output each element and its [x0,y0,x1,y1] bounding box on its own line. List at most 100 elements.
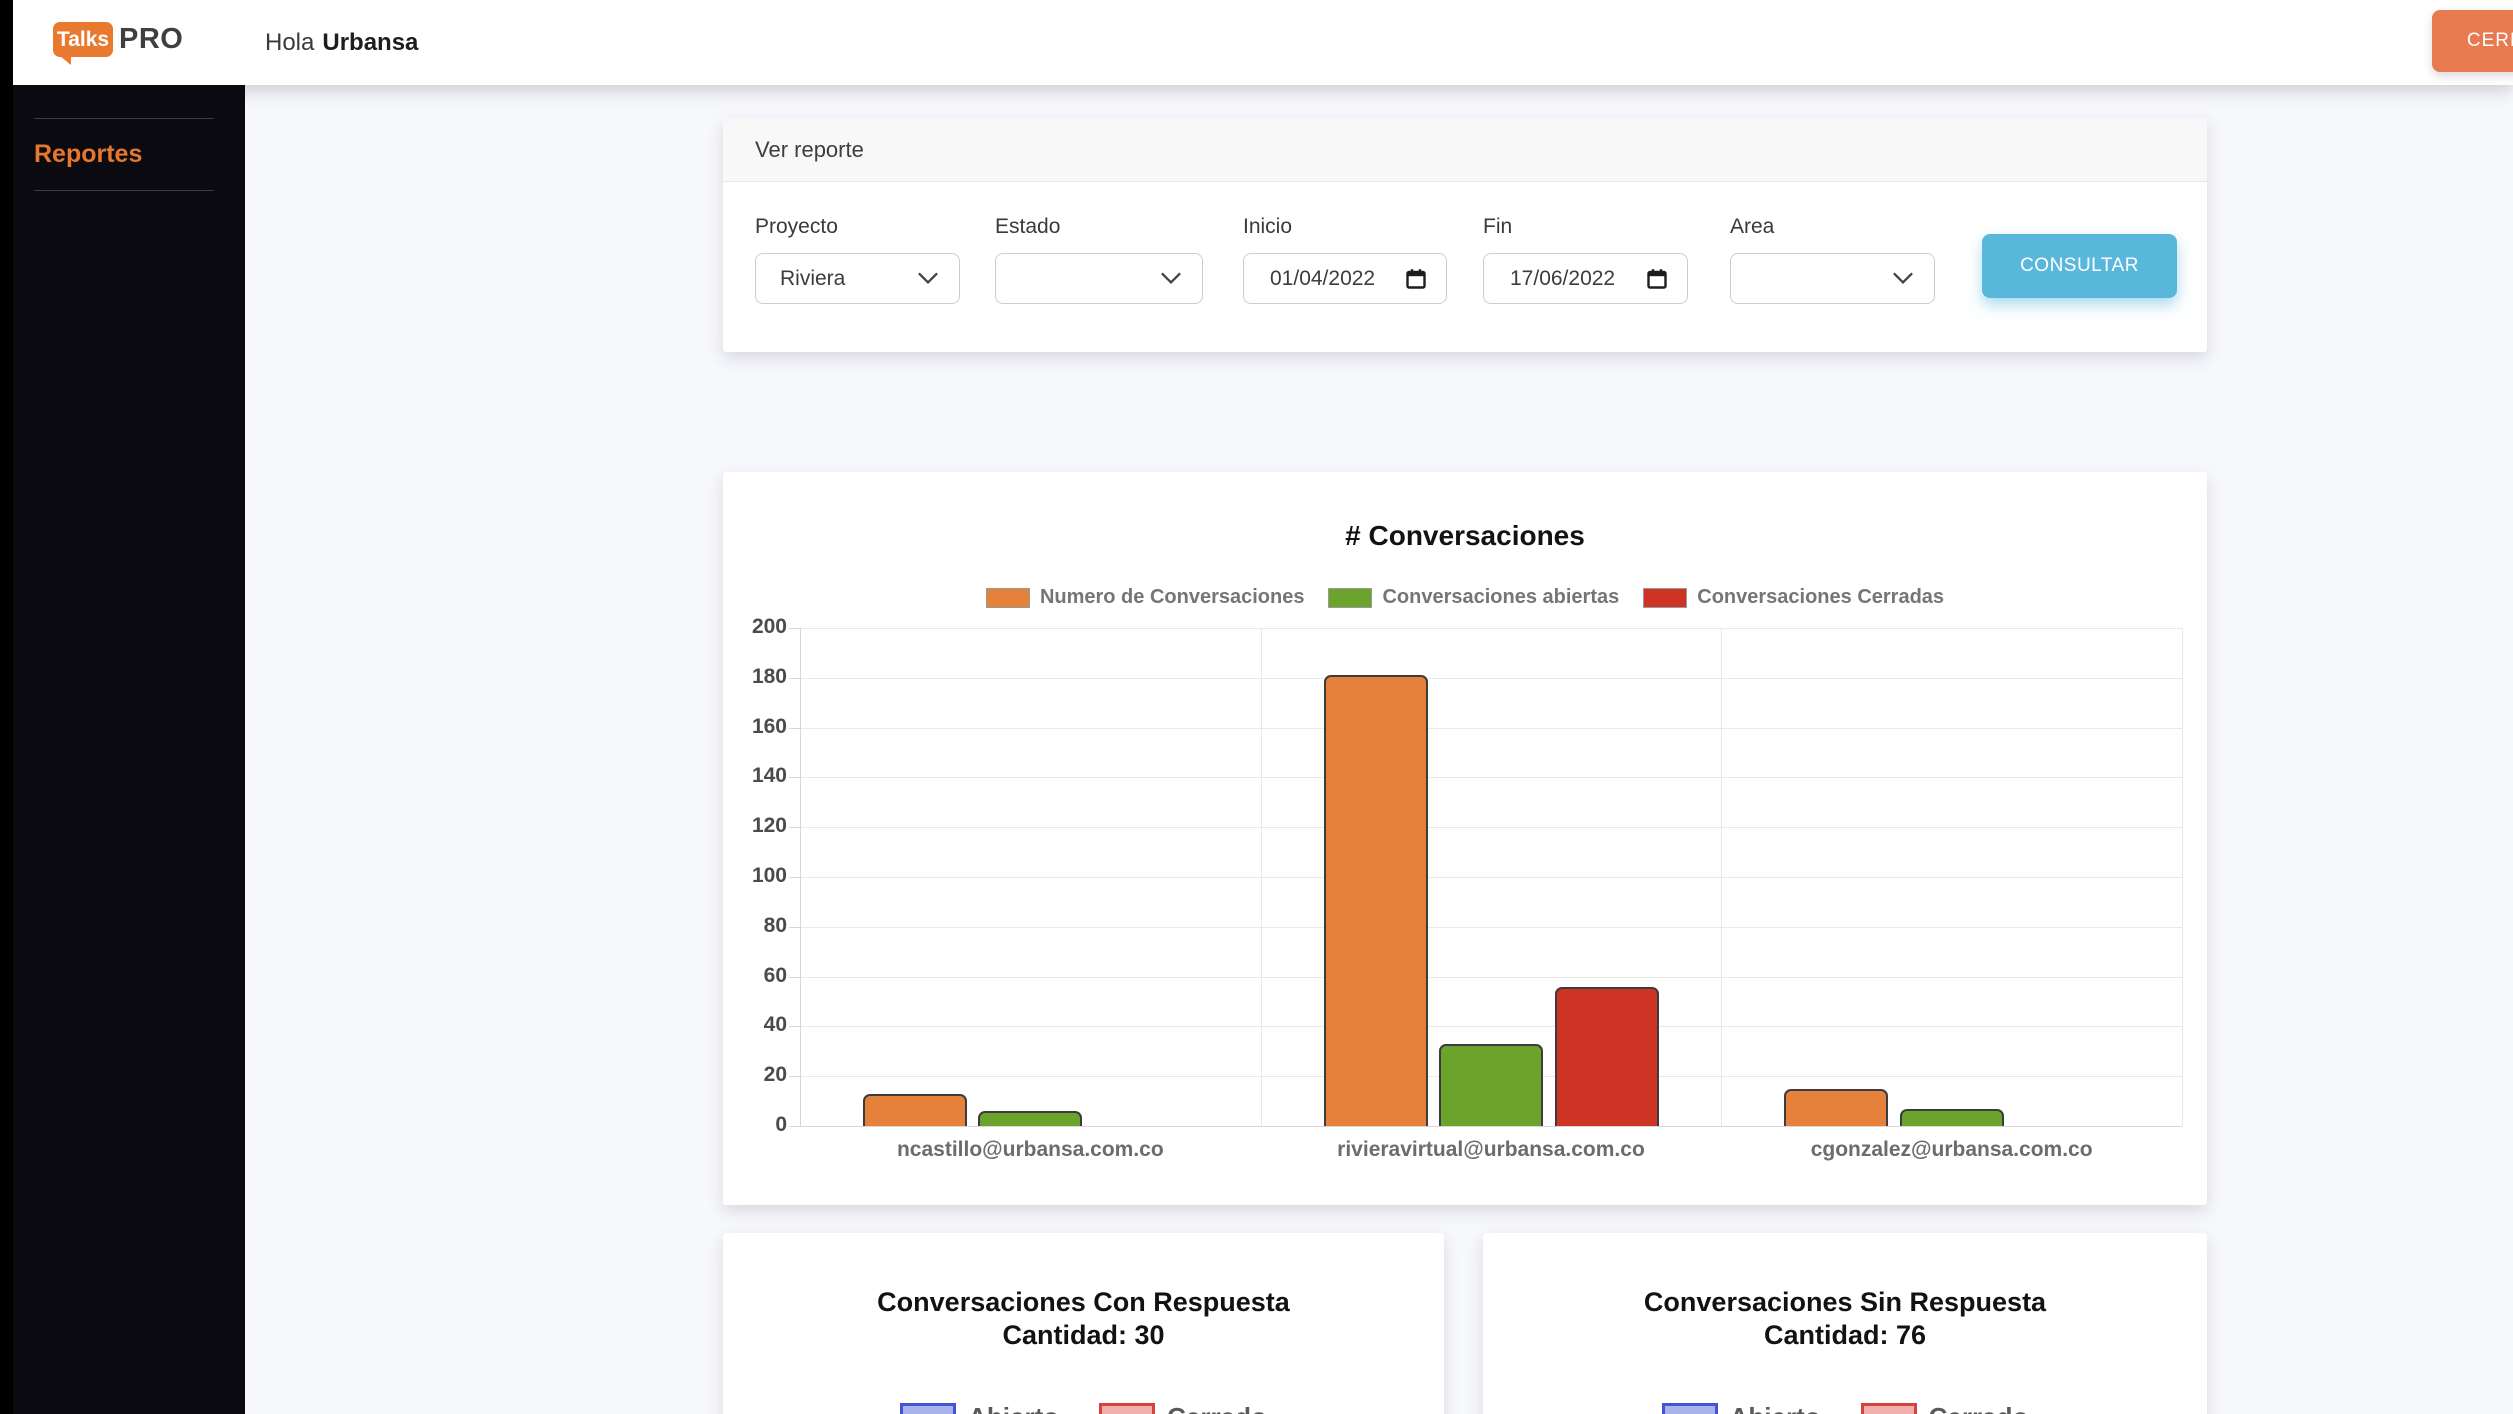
con-respuesta-card: Conversaciones Con Respuesta Cantidad: 3… [723,1233,1444,1414]
y-tick-mark [789,1026,800,1028]
sin-respuesta-title: Conversaciones Sin Respuesta Cantidad: 7… [1483,1233,2207,1352]
filter-card: Ver reporte Proyecto Estado Inicio Fin A… [723,118,2207,352]
y-tick-label: 100 [751,864,787,887]
bar-1-group-2 [1323,675,1428,1126]
x-axis-label: rivieravirtual@urbansa.com.co [1337,1138,1645,1161]
plot-area [800,628,2183,1127]
legend-item: Abierto [900,1402,1059,1414]
y-tick-label: 60 [763,963,787,987]
area-label: Area [1730,215,1775,238]
legend-label: Numero de Conversaciones [1039,586,1305,608]
y-tick-label: 40 [763,1013,787,1037]
con-respuesta-title: Conversaciones Con Respuesta Cantidad: 3… [723,1233,1444,1352]
con-respuesta-count: Cantidad: 30 [1002,1320,1165,1350]
legend-swatch [900,1402,957,1414]
y-tick-mark [789,628,800,629]
y-tick-label: 200 [751,615,787,638]
gridline [800,777,2182,779]
y-tick-mark [789,976,800,978]
greeting-username: Urbansa [322,28,419,56]
logout-button[interactable]: CERRAR SESIÓN [2432,10,2513,72]
inicio-date-input[interactable]: 01/04/2022 [1243,253,1447,304]
area-select[interactable] [1730,253,1935,304]
legend-label: Conversaciones abiertas [1382,586,1620,608]
talkspro-logo[interactable]: Talks PRO [53,22,184,65]
y-tick-label: 0 [775,1113,787,1136]
sidebar: Reportes [0,85,245,1414]
bar-2-group-3 [1899,1108,2004,1126]
legend-item: Numero de Conversaciones [985,586,1305,609]
y-tick-mark [789,827,800,829]
legend-item: Abierto [1661,1402,1821,1414]
greeting-prefix: Hola [265,28,315,56]
sin-respuesta-card: Conversaciones Sin Respuesta Cantidad: 7… [1483,1233,2207,1414]
y-tick-mark [789,1126,800,1127]
chart-legend: Numero de Conversaciones Conversaciones a… [723,586,2207,609]
y-tick-label: 160 [751,714,787,738]
gridline [800,1026,2182,1028]
gridline-vertical [800,628,801,1126]
sidebar-item-reportes[interactable]: Reportes [34,140,143,168]
gridline [800,926,2182,928]
gridline [800,877,2182,878]
logo-talks-text: Talks [56,27,110,51]
gridline [800,628,2182,629]
gridline [800,1126,2182,1127]
logo-speech-bubble: Talks [53,22,113,65]
y-tick-label: 180 [751,664,787,688]
bar-2-group-2 [1439,1043,1543,1126]
sin-respuesta-count: Cantidad: 76 [1763,1320,1927,1350]
y-tick-mark [789,677,800,679]
logo-bubble-tail [60,56,71,65]
legend-label: Cerrado [1167,1402,1267,1414]
x-axis-label: cgonzalez@urbansa.com.co [1810,1138,2093,1161]
chart-title: # Conversaciones [1345,520,1585,551]
legend-swatch [1328,587,1373,608]
calendar-icon[interactable] [1404,267,1428,291]
legend-label: Abierto [968,1402,1059,1414]
legend-item: Conversaciones Cerradas [1643,586,1944,609]
fin-label: Fin [1483,215,1513,238]
y-tick-label: 80 [763,913,787,937]
y-tick-label: 120 [751,814,787,838]
estado-select[interactable] [995,253,1203,304]
y-tick-mark [789,926,800,928]
legend-label: Abierto [1730,1402,1821,1414]
legend-label: Conversaciones Cerradas [1697,586,1945,608]
bar-3-group-2 [1554,986,1659,1126]
legend-label: Cerrado [1929,1402,2029,1414]
chevron-down-icon [918,272,938,285]
y-tick-mark [789,727,800,729]
gridline [800,976,2182,978]
x-axis-label: ncastillo@urbansa.com.co [896,1138,1164,1161]
legend-item: Cerrado [1860,1402,2029,1414]
y-tick-label: 20 [763,1063,787,1087]
legend-swatch [1860,1402,1917,1414]
proyecto-label: Proyecto [755,215,838,238]
sin-respuesta-legend: Abierto Cerrado [1483,1402,2207,1414]
filter-card-title: Ver reporte [723,118,2207,182]
fin-date-input[interactable]: 17/06/2022 [1483,253,1688,304]
proyecto-select[interactable]: Riviera [755,253,960,304]
bar-1-group-1 [862,1093,967,1126]
gridline-vertical [1721,628,1723,1126]
legend-swatch [1643,587,1688,608]
conversations-chart-card: # Conversaciones Numero de Conversacione… [723,472,2207,1205]
greeting: Hola Urbansa [265,0,418,85]
inicio-label: Inicio [1243,215,1293,238]
y-tick-mark [789,877,800,878]
calendar-icon[interactable] [1645,267,1669,291]
gridline-vertical [1260,628,1262,1126]
bar-2-group-1 [978,1111,1083,1126]
legend-swatch [985,587,1030,608]
y-tick-mark [789,777,800,779]
gridline-vertical [2182,628,2183,1126]
consultar-button[interactable]: CONSULTAR [1982,234,2177,298]
legend-item: Conversaciones abiertas [1328,586,1619,609]
logo-pro-text: PRO [119,23,184,55]
chevron-down-icon [1893,272,1913,285]
chevron-down-icon [1161,272,1181,285]
gridline [800,827,2182,829]
estado-label: Estado [995,215,1061,238]
